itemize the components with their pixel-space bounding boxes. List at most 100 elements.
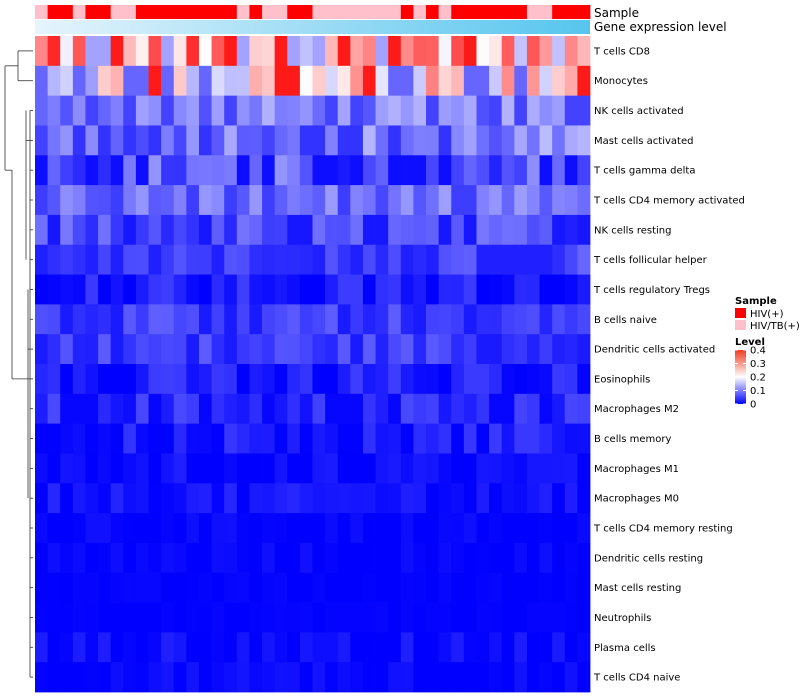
sample-annotation-cell [161,5,175,19]
heatmap-cell [98,602,112,633]
heatmap-cell [362,423,376,454]
row-label: T cells follicular helper [593,255,708,266]
heatmap-cell [337,65,351,97]
heatmap-cell [186,542,200,574]
heatmap-cell [274,572,288,603]
heatmap-cell [60,483,74,514]
heatmap-cell [287,155,301,186]
heatmap-cell [539,214,553,246]
heatmap-cell [400,453,414,484]
heatmap-cell [274,214,288,246]
heatmap-cell [262,483,276,514]
heatmap-cell [539,513,553,544]
heatmap-cell [388,155,402,186]
heatmap-cell [388,274,402,305]
heatmap-cell [438,602,452,633]
heatmap-cell [413,274,427,305]
heatmap-cell [325,602,339,633]
heatmap-cell [249,542,263,574]
heatmap-cell [539,662,553,693]
heatmap-cell [514,423,528,454]
heatmap-cell [35,572,49,603]
heatmap-cell [85,304,99,335]
heatmap-cell [123,274,137,305]
heatmap-cell [539,393,553,425]
sample-annotation-cell [337,5,351,19]
sample-annotation-cell [198,5,212,19]
heatmap-cell [224,662,238,693]
heatmap-cell [287,513,301,544]
heatmap-cell [148,602,162,633]
row-label: T cells regulatory Tregs [593,285,710,296]
heatmap-cell [413,155,427,186]
heatmap-cell [312,185,326,216]
heatmap-cell [72,542,86,574]
sample-annotation-cell [489,5,503,19]
heatmap-cell [299,304,313,335]
sample-annotation-cell [274,5,288,19]
heatmap-cell [501,36,515,67]
heatmap-cell [463,572,477,603]
heatmap-cell [161,65,175,97]
heatmap-cell [47,95,61,126]
heatmap-cell [514,334,528,365]
heatmap-cell [72,632,86,663]
heatmap-cell [47,125,61,156]
heatmap-cell [337,602,351,633]
row-label: Macrophages M0 [594,494,679,505]
heatmap-cell [552,36,566,67]
heatmap-cell [47,214,61,246]
heatmap-cell [47,244,61,275]
heatmap-cell [72,185,86,216]
heatmap-cell [526,513,540,544]
heatmap-cell [85,483,99,514]
heatmap-cell [60,304,74,335]
heatmap-cell [476,155,490,186]
heatmap-cell [299,334,313,365]
heatmap-cell [539,334,553,365]
heatmap-cell [198,334,212,365]
heatmap-cell [413,483,427,514]
heatmap-cell [72,423,86,454]
heatmap-cell [526,423,540,454]
heatmap-cell [463,364,477,395]
heatmap-cell [426,334,440,365]
heatmap-cell [211,304,225,335]
heatmap-cell [337,662,351,693]
sample-annotation-cell [501,5,515,19]
heatmap-cell [514,453,528,484]
heatmap-cell [173,155,187,186]
heatmap-cell [552,185,566,216]
heatmap-cell [72,36,86,67]
heatmap-cell [350,334,364,365]
heatmap-cell [287,572,301,603]
heatmap-cell [564,65,578,97]
heatmap-cell [476,125,490,156]
heatmap-cell [526,185,540,216]
heatmap-cell [577,542,591,574]
heatmap-cell [123,423,137,454]
heatmap-cell [375,632,389,663]
heatmap-cell [135,423,149,454]
heatmap-cell [35,513,49,544]
heatmap-cell [400,304,414,335]
heatmap-cell [350,274,364,305]
heatmap-cell [35,542,49,574]
heatmap-cell [287,483,301,514]
row-label: Neutrophils [594,613,651,624]
heatmap-cell [262,662,276,693]
heatmap-cell [47,572,61,603]
heatmap-cell [501,214,515,246]
heatmap-cell [60,542,74,574]
heatmap-cell [224,453,238,484]
heatmap-cell [388,334,402,365]
heatmap-cell [135,334,149,365]
heatmap-cell [375,542,389,574]
heatmap-cell [123,513,137,544]
heatmap-cell [577,95,591,126]
legend-level-tick: 0.2 [750,373,766,384]
heatmap-cell [388,244,402,275]
heatmap-cell [173,185,187,216]
heatmap-cell [224,244,238,275]
heatmap-cell [526,483,540,514]
